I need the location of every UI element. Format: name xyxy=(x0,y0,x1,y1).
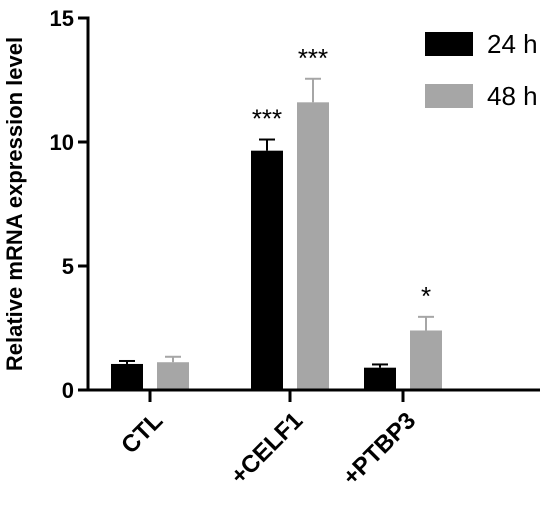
significance-label-0-1: *** xyxy=(252,104,282,134)
x-tick-label-2: +PTBP3 xyxy=(338,407,422,491)
legend-swatch-0 xyxy=(425,32,473,56)
y-tick-label-0: 0 xyxy=(62,378,74,403)
axes-layer xyxy=(86,16,540,392)
y-tick-label-1: 5 xyxy=(62,254,74,279)
legend: 24 h 48 h xyxy=(425,29,538,111)
error-bars-layer xyxy=(119,77,434,368)
y-tick-label-3: 15 xyxy=(50,6,74,31)
bar-1-1 xyxy=(297,102,329,390)
significance-label-1-1: *** xyxy=(298,43,328,73)
significance-label-1-2: * xyxy=(421,281,431,311)
legend-label-1: 48 h xyxy=(487,81,538,111)
x-tick-label-1: +CELF1 xyxy=(225,407,308,490)
bar-1-0 xyxy=(157,362,189,390)
bar-0-1 xyxy=(251,150,283,390)
bar-1-2 xyxy=(410,330,442,390)
bar-0-2 xyxy=(364,367,396,390)
y-ticks-layer: 0 5 10 15 xyxy=(50,6,88,403)
bars-layer xyxy=(111,102,442,390)
significance-layer: ******* xyxy=(252,43,431,311)
y-axis-label: Relative mRNA expression level xyxy=(2,37,27,371)
bar-0-0 xyxy=(111,363,143,390)
legend-label-0: 24 h xyxy=(487,29,538,59)
x-tick-label-0: CTL xyxy=(116,407,168,459)
y-tick-label-2: 10 xyxy=(50,130,74,155)
x-ticks-layer: CTL +CELF1 +PTBP3 xyxy=(116,390,421,491)
legend-swatch-1 xyxy=(425,84,473,108)
